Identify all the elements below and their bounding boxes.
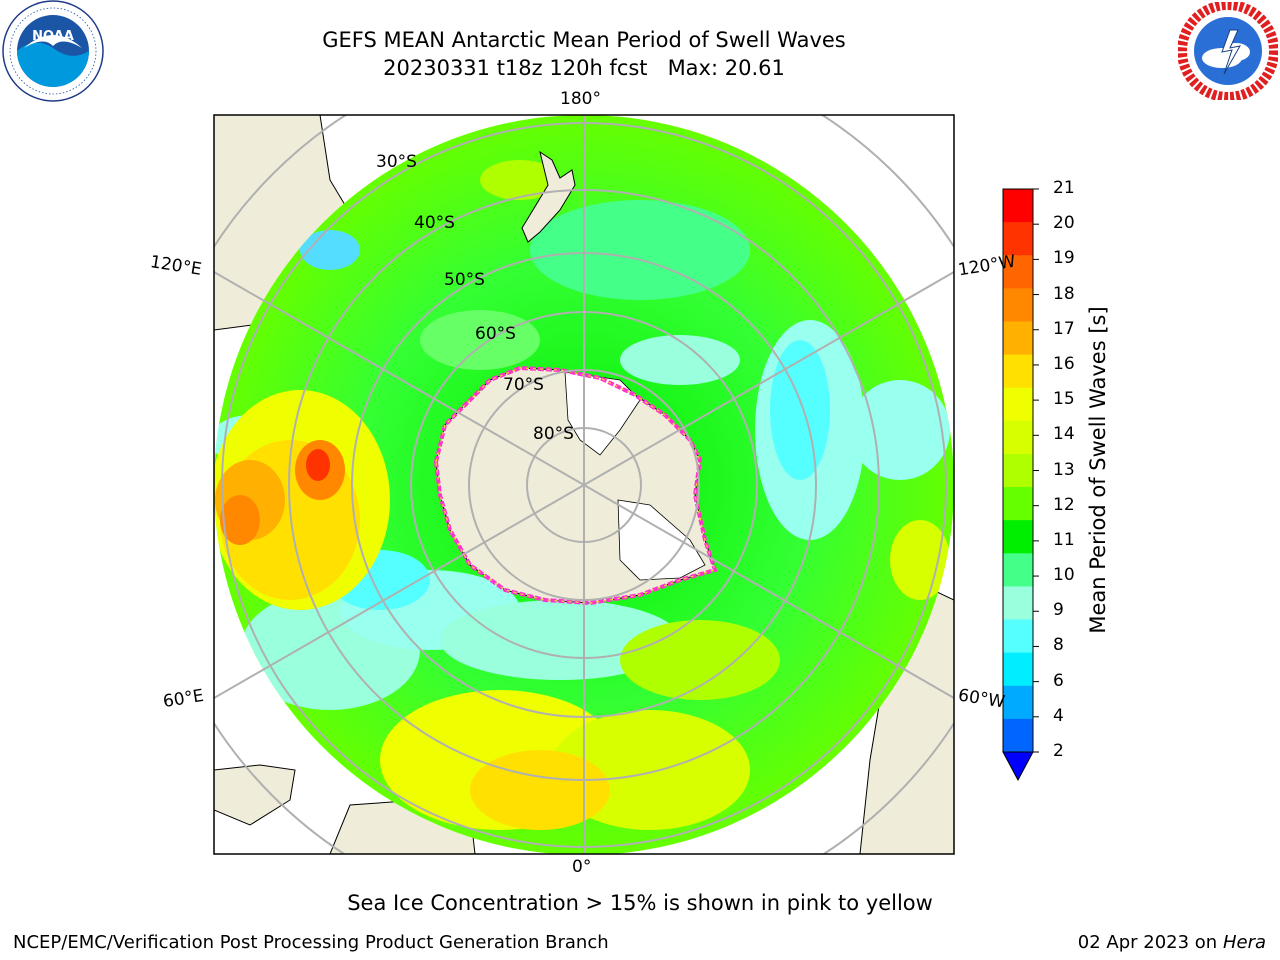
colorbar-tick-label: 14 [1053, 424, 1075, 445]
sea-ice-edge [433, 365, 718, 606]
colorbar-tick-label: 4 [1053, 705, 1064, 726]
lat-label-70s: 70°S [503, 375, 544, 395]
colorbar-tick-label: 2 [1053, 741, 1064, 761]
colorbar-segment [1003, 520, 1033, 554]
colorbar-segment [1003, 685, 1033, 720]
colorbar-tick-label: 18 [1053, 283, 1075, 304]
colorbar-tick-label: 8 [1053, 635, 1064, 656]
footer-host: Hera [1222, 932, 1266, 953]
colorbar-segment [1003, 189, 1033, 223]
colorbar-segment [1003, 586, 1033, 621]
sea-ice-caption: Sea Ice Concentration > 15% is shown in … [347, 891, 933, 915]
madagascar-landmass [214, 764, 296, 826]
colorbar-tick-label: 20 [1053, 213, 1075, 234]
colorbar [1002, 188, 1039, 782]
colorbar-tick-label: 10 [1053, 565, 1075, 586]
lat-label-50s: 50°S [444, 270, 485, 290]
noaa-logo: NOAA [2, 0, 104, 102]
weddell-ice-shelf [617, 499, 706, 581]
lat-label-40s: 40°S [414, 213, 455, 233]
colorbar-label: Mean Period of Swell Waves [s] [1086, 306, 1110, 634]
colorbar-segment [1003, 652, 1033, 687]
colorbar-tick-label: 17 [1053, 318, 1075, 339]
lat-label-30s: 30°S [376, 152, 417, 172]
meridian-lines [214, 115, 954, 854]
colorbar-segment [1003, 387, 1033, 422]
colorbar-tick-label: 15 [1053, 389, 1075, 410]
colorbar-segment [1003, 553, 1033, 587]
colorbar-tick-label: 9 [1053, 600, 1064, 621]
colorbar-tick-label: 19 [1053, 248, 1075, 269]
colorbar-tick-label: 6 [1053, 670, 1064, 691]
noaa-logo-text: NOAA [32, 29, 74, 44]
colorbar-segment [1003, 321, 1033, 356]
colorbar-segment [1003, 354, 1033, 389]
colorbar-segment [1003, 619, 1033, 654]
colorbar-segment [1003, 453, 1033, 488]
lon-label-180: 180° [560, 89, 601, 109]
colorbar-tick-label: 13 [1053, 459, 1075, 480]
map-title: GEFS MEAN Antarctic Mean Period of Swell… [322, 28, 846, 52]
colorbar-segment [1003, 420, 1033, 455]
colorbar-tick-label: 16 [1053, 353, 1075, 374]
footer-date: 02 Apr 2023 on Hera [1078, 932, 1266, 953]
colorbar-tick-label: 21 [1053, 178, 1075, 198]
colorbar-extend-arrow [1002, 751, 1034, 782]
colorbar-segment [1003, 255, 1033, 289]
new-zealand-landmass [521, 150, 576, 243]
map-frame [213, 114, 955, 855]
lon-label-0: 0° [572, 857, 592, 877]
nws-logo [1178, 2, 1278, 100]
lat-label-60s: 60°S [475, 324, 516, 344]
colorbar-segment [1003, 222, 1033, 256]
footer-date-text: 02 Apr 2023 on [1077, 932, 1223, 953]
map-subtitle: 20230331 t18z 120h fcst Max: 20.61 [383, 56, 785, 80]
colorbar-segment [1003, 718, 1033, 753]
colorbar-segment [1003, 487, 1033, 521]
footer-credit: NCEP/EMC/Verification Post Processing Pr… [13, 932, 609, 953]
colorbar-segment [1003, 288, 1033, 322]
lat-label-80s: 80°S [533, 424, 574, 444]
colorbar-tick-label: 11 [1053, 529, 1075, 550]
colorbar-tick-label: 12 [1053, 494, 1075, 515]
